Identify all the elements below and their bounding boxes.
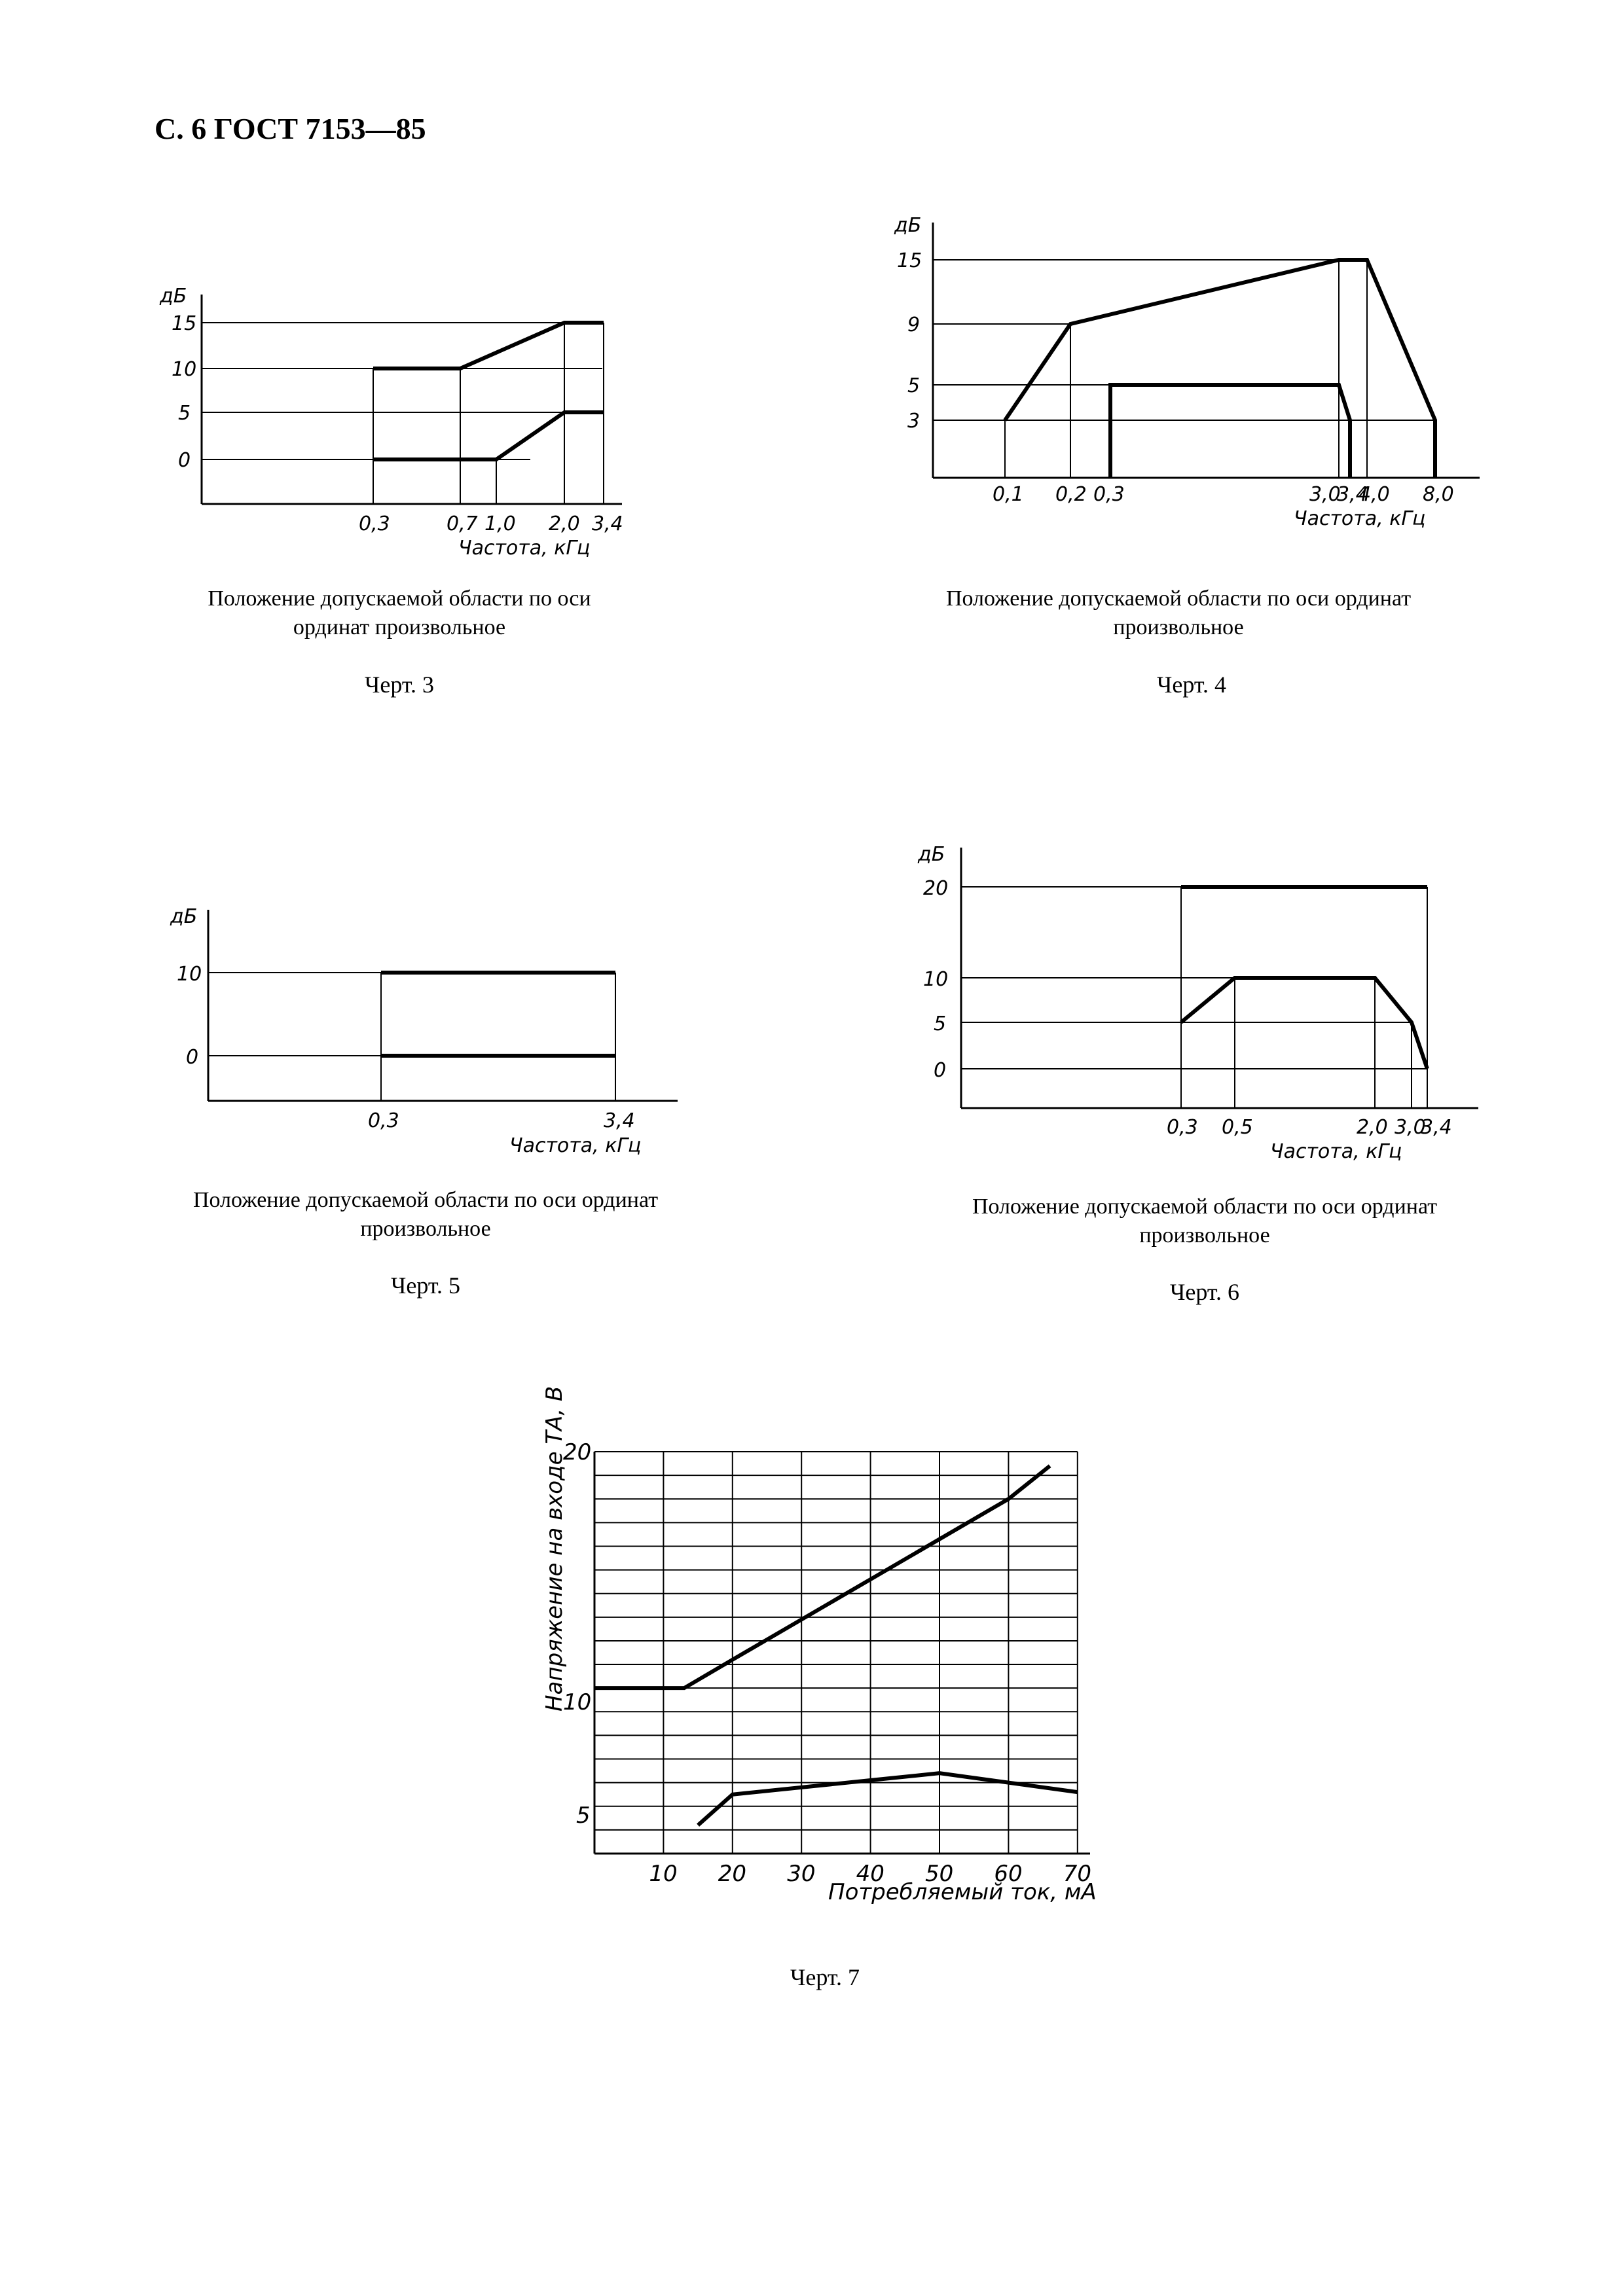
caption-5: Положение допускаемой области по оси орд… bbox=[192, 1188, 659, 1241]
chert-3-label: Черт. 3 bbox=[365, 672, 434, 698]
chart-3-xlabel: Частота, кГц bbox=[458, 537, 590, 560]
chart-7-xtick: 10 bbox=[649, 1861, 677, 1887]
chart-7-series-line-1 bbox=[594, 1464, 1051, 1691]
chart-4-xtick: 3,4 bbox=[1337, 483, 1368, 506]
chart-3-series-lower bbox=[373, 410, 604, 461]
chart-6-xtick: 0,5 bbox=[1222, 1116, 1253, 1139]
chart-4-series-outer bbox=[1003, 258, 1437, 478]
chart-3-xtick: 0,7 bbox=[447, 512, 478, 535]
chart-4-ytick: 15 bbox=[897, 249, 922, 272]
chart-3-ytick: 0 bbox=[178, 449, 191, 472]
chert-6-label: Черт. 6 bbox=[1170, 1279, 1239, 1305]
caption-6: Положение допускаемой области по оси орд… bbox=[972, 1194, 1438, 1247]
figure-5: дБ 10 0 0,3 3,4 Частота, кГц bbox=[157, 897, 694, 1172]
chart-7-ytick: 5 bbox=[576, 1803, 591, 1829]
chart-3-xtick: 0,3 bbox=[359, 512, 390, 535]
figure-7: 20 10 5 10 20 30 40 50 60 70 Напряжение на вхо… bbox=[530, 1386, 1120, 1924]
chart-4-ytick: 5 bbox=[907, 374, 920, 397]
chart-7-xtick: 30 bbox=[787, 1861, 815, 1887]
chart-4-series-inner bbox=[1108, 383, 1352, 478]
chart-4-ylabel: дБ bbox=[894, 214, 921, 237]
chart-6-ytick: 10 bbox=[923, 968, 948, 991]
chart-7-series-group bbox=[594, 1464, 1078, 1827]
figure-6: дБ 20 10 5 0 0,3 0,5 2,0 3,0 3,4 Частота… bbox=[910, 834, 1499, 1168]
caption-4: Положение допускаемой области по оси орд… bbox=[945, 586, 1412, 639]
chart-7-xticks: 10 20 30 40 50 60 70 bbox=[649, 1861, 1091, 1887]
chart-3-ytick: 10 bbox=[172, 358, 196, 381]
chart-5-xtick: 3,4 bbox=[604, 1109, 635, 1132]
chart-5-xlabel: Частота, кГц bbox=[509, 1134, 641, 1157]
chart-3-series-upper bbox=[373, 321, 604, 370]
chart-7-ytick: 20 bbox=[563, 1439, 591, 1465]
chert-5-label: Черт. 5 bbox=[391, 1272, 460, 1299]
chart-5-ytick: 10 bbox=[177, 963, 202, 986]
chart-4-xtick: 0,1 bbox=[993, 483, 1024, 506]
chart-4-ytick: 9 bbox=[907, 314, 920, 336]
chart-3-ytick: 15 bbox=[172, 312, 196, 335]
chert-4-label: Черт. 4 bbox=[1157, 672, 1226, 698]
chart-4-xtick: 3,0 bbox=[1309, 483, 1341, 506]
chart-3-xtick: 3,4 bbox=[592, 512, 623, 535]
chart-5-ytick: 0 bbox=[186, 1046, 198, 1069]
chart-6-ytick: 0 bbox=[934, 1059, 946, 1082]
chart-5-ylabel: дБ bbox=[170, 905, 197, 928]
chart-6-xtick: 0,3 bbox=[1167, 1116, 1198, 1139]
chart-7-xlabel: Потребляемый ток, мА bbox=[828, 1879, 1097, 1905]
chart-7-ytick: 10 bbox=[563, 1689, 591, 1715]
chart-4-xtick: 8,0 bbox=[1423, 483, 1454, 506]
chart-6-series-lower bbox=[1180, 976, 1429, 1069]
chart-7-svg: 20 10 5 10 20 30 40 50 60 70 Напряжение на вхо… bbox=[541, 1386, 1097, 1905]
chart-4-ytick: 3 bbox=[907, 410, 920, 433]
chart-4-xlabel: Частота, кГц bbox=[1294, 507, 1425, 530]
figure-3: дБ 15 10 5 0 0,3 0,7 1,0 2,0 3,4 Частота… bbox=[151, 275, 635, 576]
chart-7-grid bbox=[594, 1451, 1078, 1854]
chart-7-ylabel: Напряжение на входе ТА, В bbox=[541, 1386, 568, 1712]
chart-6-ylabel: дБ bbox=[917, 843, 945, 866]
chart-7-xtick: 60 bbox=[994, 1861, 1022, 1887]
page-header: С. 6 ГОСТ 7153—85 bbox=[155, 112, 426, 145]
chart-4-xtick: 0,2 bbox=[1055, 483, 1087, 506]
chart-6-xtick: 3,4 bbox=[1421, 1116, 1452, 1139]
chart-4-svg: дБ 15 9 5 3 0,1 0,2 0,3 3,0 3,4 4,0 8,0 … bbox=[894, 214, 1480, 530]
chart-3-xtick: 2,0 bbox=[549, 512, 580, 535]
chart-5-xtick: 0,3 bbox=[368, 1109, 399, 1132]
figure-4: дБ 15 9 5 3 0,1 0,2 0,3 3,0 3,4 4,0 8,0 … bbox=[877, 209, 1493, 550]
chart-4-xtick: 0,3 bbox=[1093, 483, 1125, 506]
chart-3-ytick: 5 bbox=[178, 402, 191, 425]
chart-7-xtick: 50 bbox=[925, 1861, 953, 1887]
chart-6-xlabel: Частота, кГц bbox=[1270, 1140, 1402, 1163]
chart-6-xtick: 3,0 bbox=[1395, 1116, 1426, 1139]
chart-7-xtick: 40 bbox=[856, 1861, 884, 1887]
caption-3: Положение допускаемой области по оси орд… bbox=[208, 586, 591, 639]
chart-5-svg: дБ 10 0 0,3 3,4 Частота, кГц bbox=[170, 905, 678, 1157]
chart-3-xtick: 1,0 bbox=[484, 512, 516, 535]
chart-4-xtick: 4,0 bbox=[1359, 483, 1390, 506]
chart-6-svg: дБ 20 10 5 0 0,3 0,5 2,0 3,0 3,4 Частота… bbox=[917, 843, 1478, 1163]
chart-3-ylabel: дБ bbox=[159, 285, 187, 308]
chart-3-svg: дБ 15 10 5 0 0,3 0,7 1,0 2,0 3,4 Частота… bbox=[159, 285, 623, 560]
chart-7-series-line-2 bbox=[697, 1771, 1078, 1827]
chart-6-xtick: 2,0 bbox=[1357, 1116, 1388, 1139]
chart-7-xtick: 20 bbox=[718, 1861, 746, 1887]
chart-7-xtick: 70 bbox=[1063, 1861, 1091, 1887]
chart-6-ytick: 5 bbox=[934, 1013, 946, 1035]
chart-6-ytick: 20 bbox=[923, 877, 948, 900]
chert-7-label: Черт. 7 bbox=[790, 1964, 860, 1990]
